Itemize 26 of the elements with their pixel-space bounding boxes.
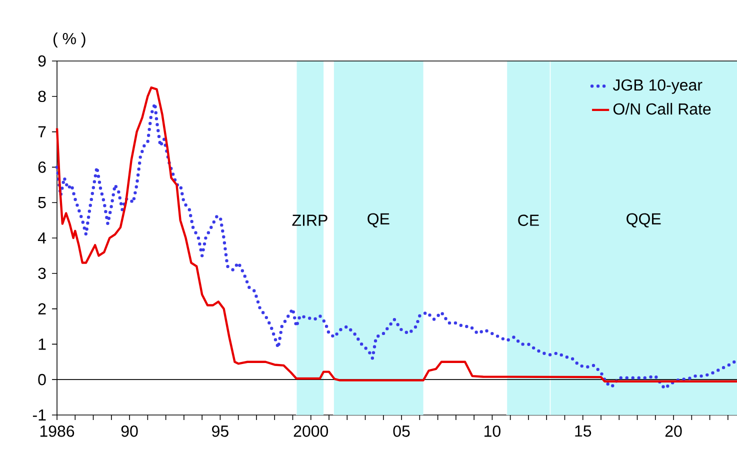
y-tick-label: 8 (38, 90, 46, 102)
y-tick-label: 3 (38, 268, 46, 280)
y-tick-label: 2 (38, 303, 46, 314)
band-label: CE (518, 214, 539, 226)
x-tick-label: 20 (665, 426, 682, 437)
band-label: ZIRP (292, 214, 328, 226)
x-tick-label: 05 (393, 426, 410, 437)
x-tick-label: 2000 (294, 426, 328, 437)
y-tick-label: 7 (38, 126, 46, 138)
y-tick-label: 4 (38, 232, 46, 244)
y-tick-label: -1 (32, 409, 46, 420)
x-tick-label: 10 (484, 426, 500, 437)
legend-label: O/N Call Rate (613, 102, 711, 115)
y-tick-label: 6 (38, 162, 46, 173)
band-label: QQE (626, 213, 661, 228)
x-tick-label: 90 (121, 426, 138, 437)
y-tick-label: 1 (38, 338, 46, 350)
y-tick-label: 9 (38, 55, 46, 67)
band-label: QE (368, 213, 390, 228)
x-tick-label: 95 (212, 426, 228, 437)
y-tick-label: 5 (38, 197, 46, 208)
y-tick-label: 0 (38, 374, 46, 386)
legend-label: JGB 10-year (612, 79, 702, 94)
y-axis-title: ( % ) (54, 32, 86, 48)
x-tick-label: 1986 (40, 426, 74, 437)
x-tick-label: 15 (575, 426, 592, 437)
